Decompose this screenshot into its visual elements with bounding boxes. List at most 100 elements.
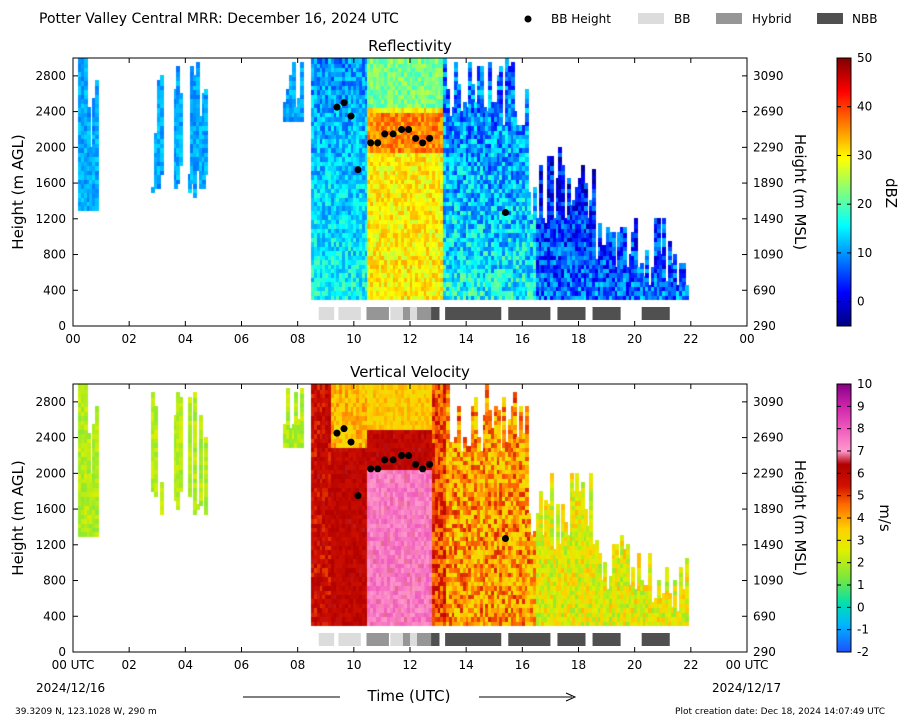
legend-bb-swatch (638, 13, 664, 24)
classification-segment-nbb (445, 633, 502, 646)
bb-height-point (426, 460, 434, 468)
bb-height-point (374, 139, 382, 147)
velocity-panel: Vertical Velocity 00 UTC 02 04 06 08 10 12 14 16 1… (9, 363, 809, 672)
bb-height-point (347, 112, 355, 120)
x-tick-label: 00 (739, 332, 754, 346)
legend: BB Height BB Hybrid NBB (524, 12, 877, 26)
x-tick-label: 00 UTC (726, 658, 769, 672)
reflectivity-colorbar-gradient (836, 57, 852, 327)
bb-height-point (389, 456, 397, 464)
bb-height-point (381, 456, 389, 464)
bb-height-point (426, 134, 434, 142)
y-right-tick-label: 3090 (753, 395, 784, 409)
x-tick-label: 00 UTC (52, 658, 95, 672)
classification-segment-bb (410, 633, 418, 646)
bb-height-point (405, 125, 413, 133)
classification-segment-nbb (557, 307, 586, 320)
velocity-colorbar-label: m/s (876, 504, 894, 532)
classification-segment-hybrid (402, 633, 410, 646)
colorbar-tick-label: 5 (857, 489, 865, 503)
classification-segment-nbb (445, 307, 502, 320)
y-right-tick-label: 1890 (753, 176, 784, 190)
legend-bb-height-label: BB Height (551, 12, 611, 26)
y-tick-label: 800 (43, 248, 66, 262)
legend-bb-label: BB (674, 12, 690, 26)
classification-segment-nbb (508, 307, 551, 320)
x-tick-label: 08 (290, 658, 305, 672)
y-right-tick-label: 1890 (753, 502, 784, 516)
bb-height-point (354, 166, 362, 174)
bb-height-point (354, 492, 362, 500)
colorbar-tick-label: 50 (857, 51, 872, 65)
bb-height-point (333, 103, 341, 111)
y-axis-label: Height (m AGL) (9, 460, 27, 575)
classification-segment-bb (338, 633, 361, 646)
y-right-tick-label: 2290 (753, 466, 784, 480)
y-tick-label: 0 (58, 319, 66, 333)
bb-height-point (501, 209, 509, 217)
x-tick-label: 04 (178, 658, 193, 672)
colorbar-tick-label: 40 (857, 100, 872, 114)
colorbar-tick-label: 4 (857, 511, 865, 525)
x-axis-label: Time (UTC) (367, 687, 451, 705)
classification-segment-bb (390, 307, 403, 320)
classification-segment-nbb (592, 633, 621, 646)
classification-segment-hybrid (417, 307, 432, 320)
colorbar-tick-label: 20 (857, 197, 872, 211)
colorbar-tick-label: -2 (857, 645, 869, 659)
date-left: 2024/12/16 (36, 681, 105, 695)
classification-segment-bb (338, 307, 361, 320)
site-coordinates: 39.3209 N, 123.1028 W, 290 m (15, 707, 157, 717)
bb-height-point (340, 425, 348, 433)
x-tick-label: 06 (234, 332, 249, 346)
y-tick-label: 2400 (35, 105, 66, 119)
y-right-tick-label: 1490 (753, 538, 784, 552)
bb-height-point (347, 438, 355, 446)
colorbar-tick-label: -1 (857, 623, 869, 637)
bb-height-point (340, 99, 348, 107)
x-tick-label: 20 (627, 658, 642, 672)
colorbar-tick-label: 1 (857, 578, 865, 592)
colorbar-tick-label: 8 (857, 422, 865, 436)
x-tick-label: 08 (290, 332, 305, 346)
x-tick-label: 12 (402, 658, 417, 672)
x-tick-label: 14 (459, 658, 474, 672)
y-tick-label: 2000 (35, 466, 66, 480)
xlabel-arrow-head (565, 692, 577, 702)
bb-height-point (381, 130, 389, 138)
x-tick-label: 10 (346, 332, 361, 346)
classification-segment-nbb (557, 633, 586, 646)
y-tick-label: 1600 (35, 502, 66, 516)
classification-segment-hybrid (366, 633, 389, 646)
classification-segment-hybrid (417, 633, 432, 646)
bb-height-point (333, 429, 341, 437)
y-right-tick-label: 290 (753, 645, 776, 659)
reflectivity-colorbar-label: dBZ (882, 178, 900, 208)
legend-bb-height-marker (524, 15, 532, 23)
colorbar-tick-label: 10 (857, 377, 872, 391)
y-tick-label: 2000 (35, 140, 66, 154)
colorbar-tick-label: 0 (857, 295, 865, 309)
y-tick-label: 2400 (35, 431, 66, 445)
velocity-colorbar: -2 -1 0 1 2 3 4 5 6 7 8 9 10 m/s (836, 377, 894, 659)
legend-hybrid-swatch (716, 13, 742, 24)
y-right-tick-label: 2690 (753, 105, 784, 119)
x-tick-label: 22 (683, 332, 698, 346)
colorbar-tick-label: 7 (857, 444, 865, 458)
bb-height-point (389, 130, 397, 138)
x-tick-label: 16 (515, 332, 530, 346)
bb-height-point (398, 451, 406, 459)
y-tick-label: 2800 (35, 69, 66, 83)
y-tick-label: 800 (43, 574, 66, 588)
classification-segment-hybrid (366, 307, 389, 320)
y-right-tick-label: 1090 (753, 248, 784, 262)
classification-segment-hybrid (402, 307, 410, 320)
colorbar-tick-label: 10 (857, 246, 872, 260)
y-tick-label: 1200 (35, 538, 66, 552)
classification-segment-nbb (592, 307, 621, 320)
classification-segment-nbb (431, 307, 440, 320)
classification-segment-bb (318, 307, 335, 320)
y-right-tick-label: 3090 (753, 69, 784, 83)
